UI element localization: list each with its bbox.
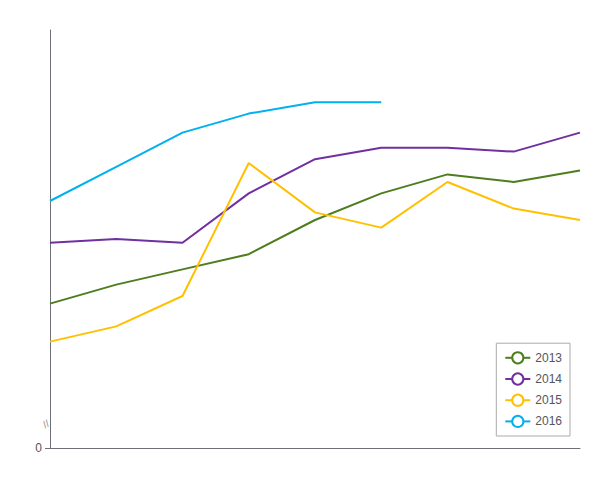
svg-text:2013: 2013 (535, 351, 562, 365)
svg-text:2015: 2015 (535, 393, 562, 407)
svg-text://: // (41, 418, 52, 430)
svg-text:0: 0 (35, 441, 42, 455)
svg-text:2016: 2016 (535, 414, 562, 428)
svg-text:2014: 2014 (535, 372, 562, 386)
